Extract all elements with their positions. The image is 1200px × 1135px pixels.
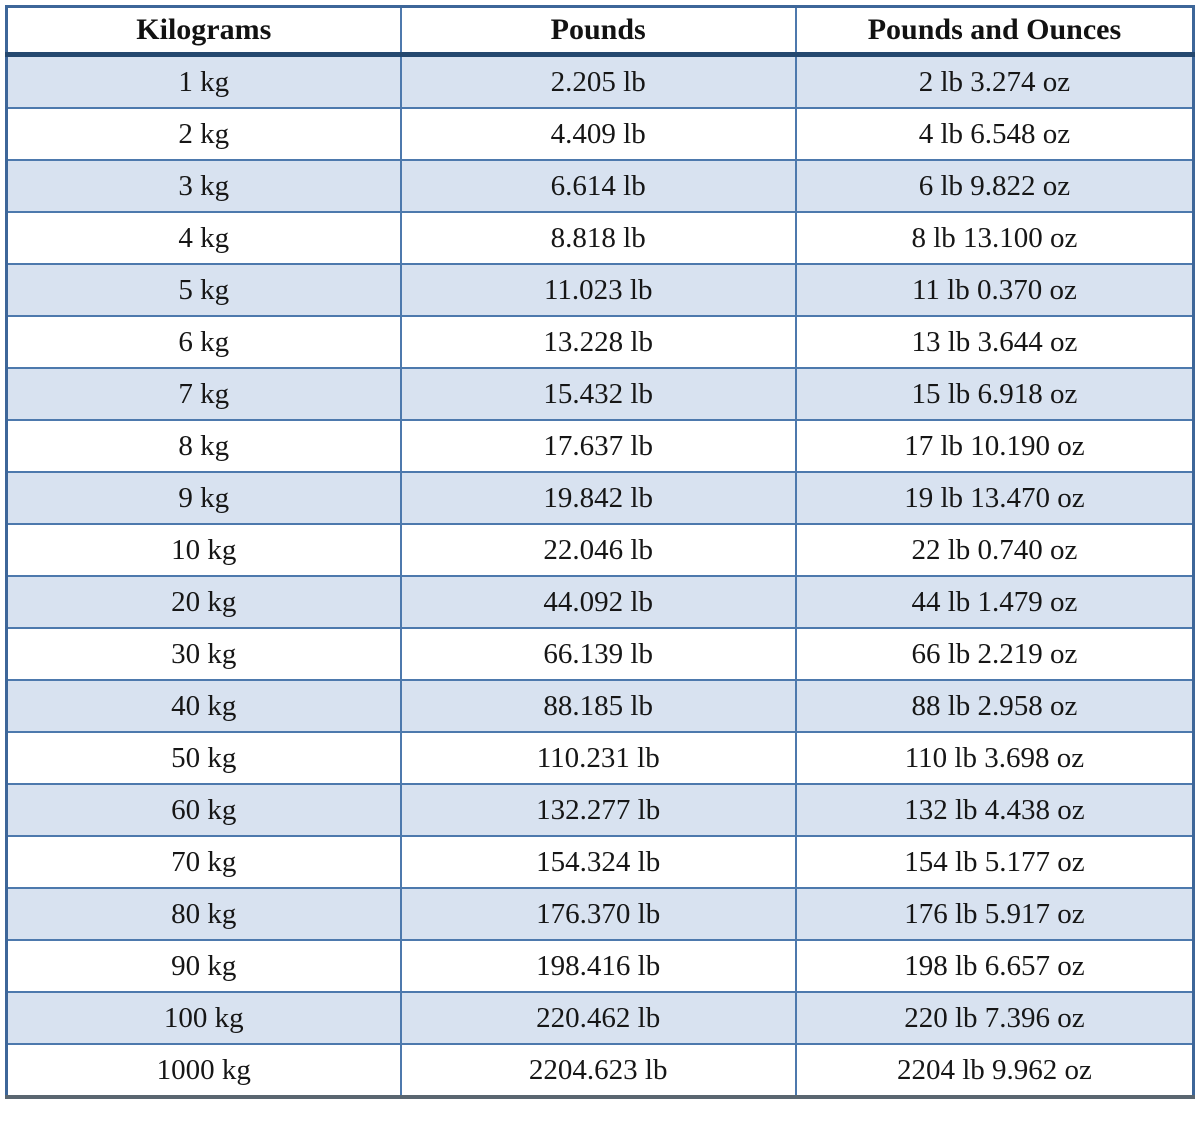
kilograms-cell: 30 kg — [5, 627, 402, 681]
kg-to-lb-conversion-table: Kilograms Pounds Pounds and Ounces 1 kg 2… — [5, 5, 1195, 1099]
pounds-and-ounces-cell: 132 lb 4.438 oz — [794, 783, 1195, 837]
kilograms-cell: 20 kg — [5, 575, 402, 629]
table-body: 1 kg 2.205 lb 2 lb 3.274 oz 2 kg 4.409 lb 4 l… — [5, 53, 1195, 1097]
kilograms-cell: 8 kg — [5, 419, 402, 473]
pounds-and-ounces-cell: 13 lb 3.644 oz — [794, 315, 1195, 369]
kilograms-cell: 80 kg — [5, 887, 402, 941]
kilograms-cell: 100 kg — [5, 991, 402, 1045]
pounds-cell: 88.185 lb — [399, 679, 797, 733]
kilograms-cell: 50 kg — [5, 731, 402, 785]
pounds-and-ounces-cell: 11 lb 0.370 oz — [794, 263, 1195, 317]
column-header-pounds: Pounds — [399, 5, 797, 57]
table-row: 20 kg 44.092 lb 44 lb 1.479 oz — [5, 575, 1195, 629]
table-row: 2 kg 4.409 lb 4 lb 6.548 oz — [5, 107, 1195, 161]
table-row: 30 kg 66.139 lb 66 lb 2.219 oz — [5, 627, 1195, 681]
kilograms-cell: 9 kg — [5, 471, 402, 525]
header-row: Kilograms Pounds Pounds and Ounces — [5, 5, 1195, 57]
pounds-cell: 132.277 lb — [399, 783, 797, 837]
table-row: 60 kg 132.277 lb 132 lb 4.438 oz — [5, 783, 1195, 837]
table-row: 7 kg 15.432 lb 15 lb 6.918 oz — [5, 367, 1195, 421]
pounds-and-ounces-cell: 198 lb 6.657 oz — [794, 939, 1195, 993]
column-header-kilograms: Kilograms — [5, 5, 402, 57]
pounds-cell: 11.023 lb — [399, 263, 797, 317]
pounds-and-ounces-cell: 2 lb 3.274 oz — [794, 53, 1195, 109]
kilograms-cell: 10 kg — [5, 523, 402, 577]
table-row: 6 kg 13.228 lb 13 lb 3.644 oz — [5, 315, 1195, 369]
pounds-and-ounces-cell: 220 lb 7.396 oz — [794, 991, 1195, 1045]
pounds-and-ounces-cell: 110 lb 3.698 oz — [794, 731, 1195, 785]
table-row: 90 kg 198.416 lb 198 lb 6.657 oz — [5, 939, 1195, 993]
pounds-cell: 17.637 lb — [399, 419, 797, 473]
kilograms-cell: 1000 kg — [5, 1043, 402, 1097]
pounds-and-ounces-cell: 44 lb 1.479 oz — [794, 575, 1195, 629]
kilograms-cell: 40 kg — [5, 679, 402, 733]
kilograms-cell: 2 kg — [5, 107, 402, 161]
pounds-cell: 4.409 lb — [399, 107, 797, 161]
pounds-cell: 154.324 lb — [399, 835, 797, 889]
table-row: 3 kg 6.614 lb 6 lb 9.822 oz — [5, 159, 1195, 213]
pounds-cell: 110.231 lb — [399, 731, 797, 785]
kilograms-cell: 90 kg — [5, 939, 402, 993]
pounds-and-ounces-cell: 17 lb 10.190 oz — [794, 419, 1195, 473]
kilograms-cell: 7 kg — [5, 367, 402, 421]
table-row: 80 kg 176.370 lb 176 lb 5.917 oz — [5, 887, 1195, 941]
pounds-and-ounces-cell: 15 lb 6.918 oz — [794, 367, 1195, 421]
pounds-cell: 2.205 lb — [399, 53, 797, 109]
pounds-cell: 22.046 lb — [399, 523, 797, 577]
pounds-cell: 198.416 lb — [399, 939, 797, 993]
pounds-cell: 19.842 lb — [399, 471, 797, 525]
table-row: 4 kg 8.818 lb 8 lb 13.100 oz — [5, 211, 1195, 265]
pounds-cell: 2204.623 lb — [399, 1043, 797, 1097]
pounds-and-ounces-cell: 4 lb 6.548 oz — [794, 107, 1195, 161]
table-row: 8 kg 17.637 lb 17 lb 10.190 oz — [5, 419, 1195, 473]
kilograms-cell: 70 kg — [5, 835, 402, 889]
kilograms-cell: 6 kg — [5, 315, 402, 369]
kilograms-cell: 60 kg — [5, 783, 402, 837]
pounds-cell: 13.228 lb — [399, 315, 797, 369]
column-header-pounds-and-ounces: Pounds and Ounces — [794, 5, 1195, 57]
kilograms-cell: 1 kg — [5, 53, 402, 109]
table-row: 50 kg 110.231 lb 110 lb 3.698 oz — [5, 731, 1195, 785]
table-row: 1 kg 2.205 lb 2 lb 3.274 oz — [5, 53, 1195, 109]
pounds-and-ounces-cell: 22 lb 0.740 oz — [794, 523, 1195, 577]
pounds-cell: 15.432 lb — [399, 367, 797, 421]
pounds-cell: 6.614 lb — [399, 159, 797, 213]
pounds-and-ounces-cell: 6 lb 9.822 oz — [794, 159, 1195, 213]
pounds-and-ounces-cell: 66 lb 2.219 oz — [794, 627, 1195, 681]
pounds-and-ounces-cell: 154 lb 5.177 oz — [794, 835, 1195, 889]
pounds-cell: 8.818 lb — [399, 211, 797, 265]
kilograms-cell: 4 kg — [5, 211, 402, 265]
pounds-and-ounces-cell: 19 lb 13.470 oz — [794, 471, 1195, 525]
kilograms-cell: 5 kg — [5, 263, 402, 317]
table-header: Kilograms Pounds Pounds and Ounces — [5, 5, 1195, 57]
pounds-and-ounces-cell: 88 lb 2.958 oz — [794, 679, 1195, 733]
table-row: 1000 kg 2204.623 lb 2204 lb 9.962 oz — [5, 1043, 1195, 1097]
pounds-and-ounces-cell: 176 lb 5.917 oz — [794, 887, 1195, 941]
pounds-and-ounces-cell: 8 lb 13.100 oz — [794, 211, 1195, 265]
table-row: 5 kg 11.023 lb 11 lb 0.370 oz — [5, 263, 1195, 317]
table-row: 100 kg 220.462 lb 220 lb 7.396 oz — [5, 991, 1195, 1045]
kilograms-cell: 3 kg — [5, 159, 402, 213]
table-row: 70 kg 154.324 lb 154 lb 5.177 oz — [5, 835, 1195, 889]
pounds-cell: 176.370 lb — [399, 887, 797, 941]
pounds-and-ounces-cell: 2204 lb 9.962 oz — [794, 1043, 1195, 1097]
table-row: 9 kg 19.842 lb 19 lb 13.470 oz — [5, 471, 1195, 525]
table-row: 40 kg 88.185 lb 88 lb 2.958 oz — [5, 679, 1195, 733]
pounds-cell: 66.139 lb — [399, 627, 797, 681]
table-row: 10 kg 22.046 lb 22 lb 0.740 oz — [5, 523, 1195, 577]
pounds-cell: 44.092 lb — [399, 575, 797, 629]
pounds-cell: 220.462 lb — [399, 991, 797, 1045]
